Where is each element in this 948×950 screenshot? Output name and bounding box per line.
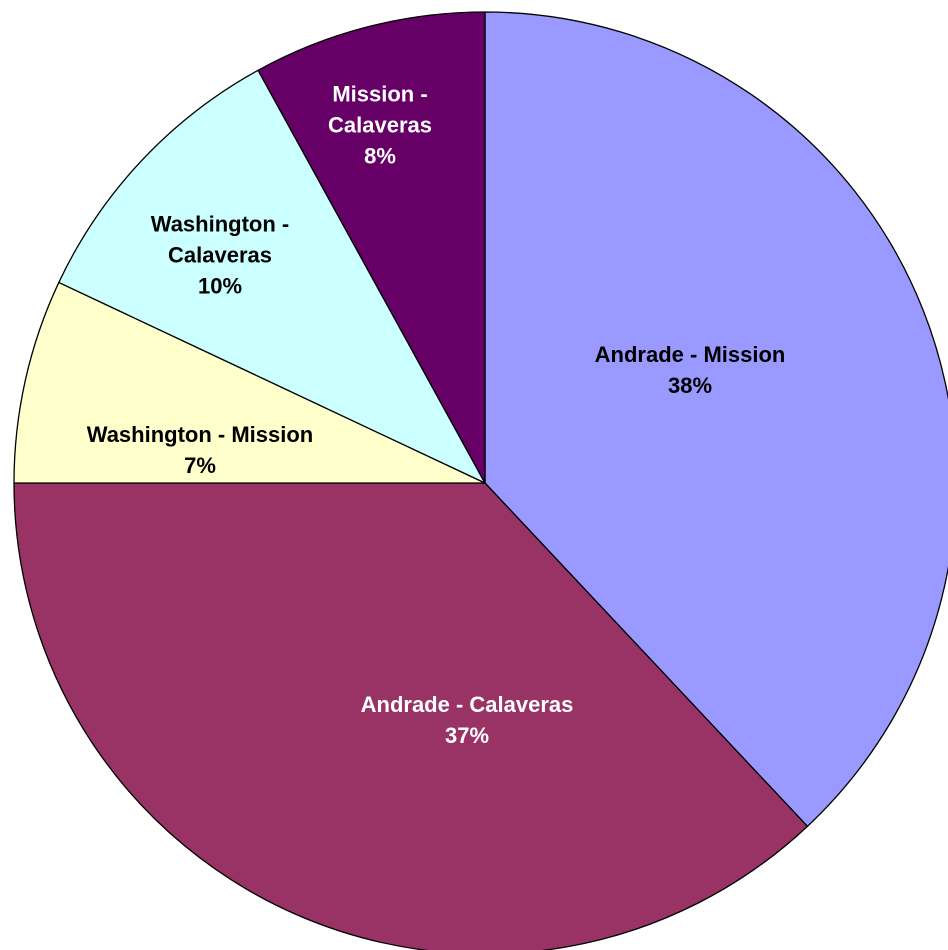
slice-label: Washington - Mission 7% bbox=[87, 419, 314, 481]
pie-slice bbox=[57, 69, 487, 485]
value-label: 37% bbox=[444, 723, 490, 748]
category-label: Andrade - Calaveras bbox=[360, 692, 574, 717]
value-label: 7% bbox=[184, 453, 216, 478]
pie-slice bbox=[13, 482, 809, 950]
category-label: Andrade - Mission bbox=[594, 342, 786, 367]
pie-slice bbox=[484, 11, 948, 828]
value-label: 10% bbox=[197, 273, 243, 299]
category-label: Washington - Calaveras bbox=[150, 211, 290, 268]
slice-label: Washington - Calaveras 10% bbox=[135, 209, 305, 302]
category-label: Mission - Calaveras bbox=[328, 81, 432, 138]
pie-slice bbox=[13, 281, 486, 484]
value-label: 38% bbox=[667, 373, 713, 398]
slice-label: Andrade - Calaveras 37% bbox=[361, 689, 574, 751]
category-label: Washington - Mission bbox=[86, 422, 314, 447]
slice-label: Andrade - Mission 38% bbox=[595, 339, 786, 401]
value-label: 8% bbox=[364, 143, 396, 169]
pie-slice bbox=[257, 11, 486, 484]
slice-label: Mission - Calaveras 8% bbox=[315, 79, 445, 172]
